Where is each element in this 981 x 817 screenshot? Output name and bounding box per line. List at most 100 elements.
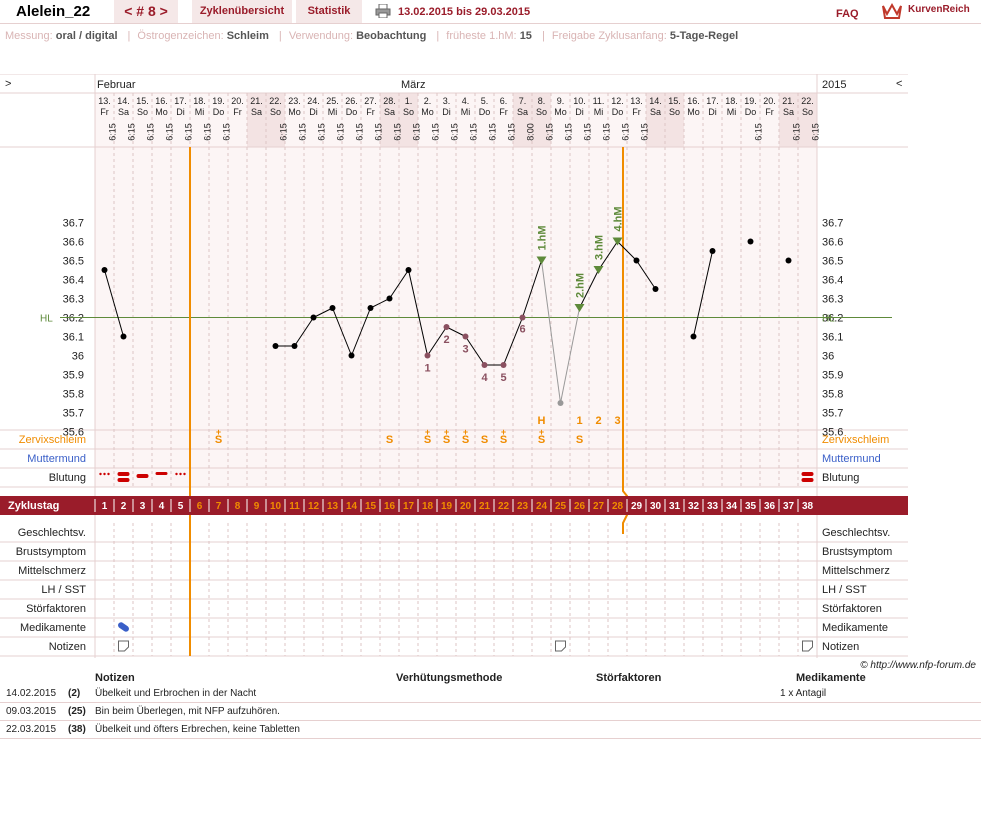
temp-line: [541, 260, 561, 404]
weekday-label: Di: [176, 107, 185, 117]
bleeding-heavy: [801, 478, 814, 482]
mucus-plus: +: [463, 427, 468, 437]
weekday-label: Do: [479, 107, 491, 117]
date-label: 25.: [326, 96, 339, 106]
temp-line: [389, 269, 409, 299]
logo[interactable]: KurvenReich: [881, 2, 981, 20]
info-label: Freigabe Zyklusanfang:: [551, 30, 667, 42]
temp-line: [332, 307, 352, 356]
weekday-label: Mi: [328, 107, 338, 117]
weekday-label: Mi: [727, 107, 737, 117]
temp-line: [294, 317, 314, 347]
ytick-label: 36.6: [63, 237, 84, 249]
weekday-label: Do: [346, 107, 358, 117]
cycleday-number: 10: [270, 501, 282, 512]
date-label: 21.: [782, 96, 795, 106]
notes-header: Notizen: [95, 672, 135, 684]
time-label: 6:15: [127, 123, 137, 141]
temp-point-low: [443, 324, 450, 330]
printer-icon[interactable]: [375, 4, 391, 18]
weekday-label: Fr: [366, 107, 375, 117]
note-date: 22.03.2015: [6, 724, 57, 735]
temp-point: [652, 286, 659, 292]
temp-point: [291, 343, 298, 349]
cycleday-number: 34: [726, 501, 738, 512]
cycleday-number: 20: [460, 501, 472, 512]
nav-next: <: [896, 78, 902, 90]
tab-cycle-overview[interactable]: Zyklenübersicht: [192, 0, 292, 23]
top-bar: Alelein_22 < # 8 > Zyklenübersicht Stati…: [0, 0, 981, 24]
info-value: Beobachtung: [356, 30, 427, 42]
temp-line: [351, 307, 371, 356]
weekday-label: Mi: [195, 107, 205, 117]
row-label-midpain: Mittelschmerz: [822, 565, 890, 577]
weekday-label: Sa: [650, 107, 661, 117]
cycleday-number: 23: [517, 501, 529, 512]
low-temp-label: 1: [424, 363, 430, 375]
temp-point-high: [574, 304, 585, 312]
note-row: 14.02.2015 (2) Übelkeit und Erbrochen in…: [0, 685, 981, 703]
row-label-meds: Medikamente: [822, 622, 888, 634]
mucus-symbol: S: [386, 434, 393, 446]
weekend-column: [266, 93, 285, 147]
nav-prev: >: [5, 78, 11, 90]
time-label: 6:15: [488, 123, 498, 141]
coverline-label: HL: [40, 314, 53, 325]
ytick-label: 36.6: [822, 237, 843, 249]
month-label: Februar: [97, 79, 136, 91]
date-label: 20.: [763, 96, 776, 106]
date-label: 22.: [801, 96, 814, 106]
time-label: 6:15: [754, 123, 764, 141]
date-label: 15.: [136, 96, 149, 106]
temp-point: [101, 267, 108, 273]
ytick-label: 35.6: [822, 427, 843, 439]
date-label: 23.: [288, 96, 301, 106]
weekday-label: Fr: [499, 107, 508, 117]
cycleday-number: 25: [555, 501, 567, 512]
row-label-intercourse: Geschlechtsv.: [822, 527, 890, 539]
note-text: Übelkeit und Erbrochen in der Nacht: [95, 688, 257, 699]
tab-statistics[interactable]: Statistik: [296, 0, 362, 23]
mucus-plus: +: [539, 427, 544, 437]
ytick-label: 36.2: [63, 313, 84, 325]
time-label: 6:15: [450, 123, 460, 141]
cycleday-number: 13: [327, 501, 339, 512]
temp-line: [560, 307, 580, 404]
cycleday-number: 2: [121, 501, 127, 512]
mucus-symbol: S: [500, 434, 507, 446]
ytick-label: 36.3: [822, 294, 843, 306]
ytick-label: 36.1: [63, 332, 84, 344]
ytick-label: 36.3: [63, 294, 84, 306]
ytick-label: 36.2: [822, 313, 843, 325]
info-label: Messung:: [5, 30, 53, 42]
temp-point: [747, 238, 754, 245]
note-meds: 1 x Antagil: [780, 688, 827, 699]
time-label: 6:15: [583, 123, 593, 141]
time-label: 6:15: [165, 123, 175, 141]
date-label: 2.: [424, 96, 432, 106]
ytick-label: 36: [72, 351, 84, 363]
cycleday-number: 28: [612, 501, 624, 512]
date-label: 19.: [212, 96, 225, 106]
weekday-label: Mi: [594, 107, 604, 117]
date-label: 8.: [538, 96, 546, 106]
ytick-label: 35.9: [822, 370, 843, 382]
cycleday-number: 11: [289, 501, 300, 512]
note-icon: [118, 640, 129, 652]
cycle-navigator[interactable]: < # 8 >: [114, 0, 178, 23]
temp-line: [579, 269, 599, 309]
weekend-column: [380, 93, 399, 147]
time-label: 8:00: [526, 123, 536, 141]
weekend-column: [399, 93, 418, 147]
cycleday-number: 4: [159, 501, 165, 512]
meds-header: Medikamente: [796, 672, 866, 684]
temp-point: [785, 257, 792, 264]
time-label: 6:15: [108, 123, 118, 141]
temp-point-low: [462, 333, 469, 340]
date-label: 14.: [649, 96, 662, 106]
note-date: 09.03.2015: [6, 706, 57, 717]
faq-link[interactable]: FAQ: [836, 8, 859, 20]
temp-line: [503, 317, 523, 366]
date-label: 21.: [250, 96, 263, 106]
temp-point: [709, 248, 716, 254]
